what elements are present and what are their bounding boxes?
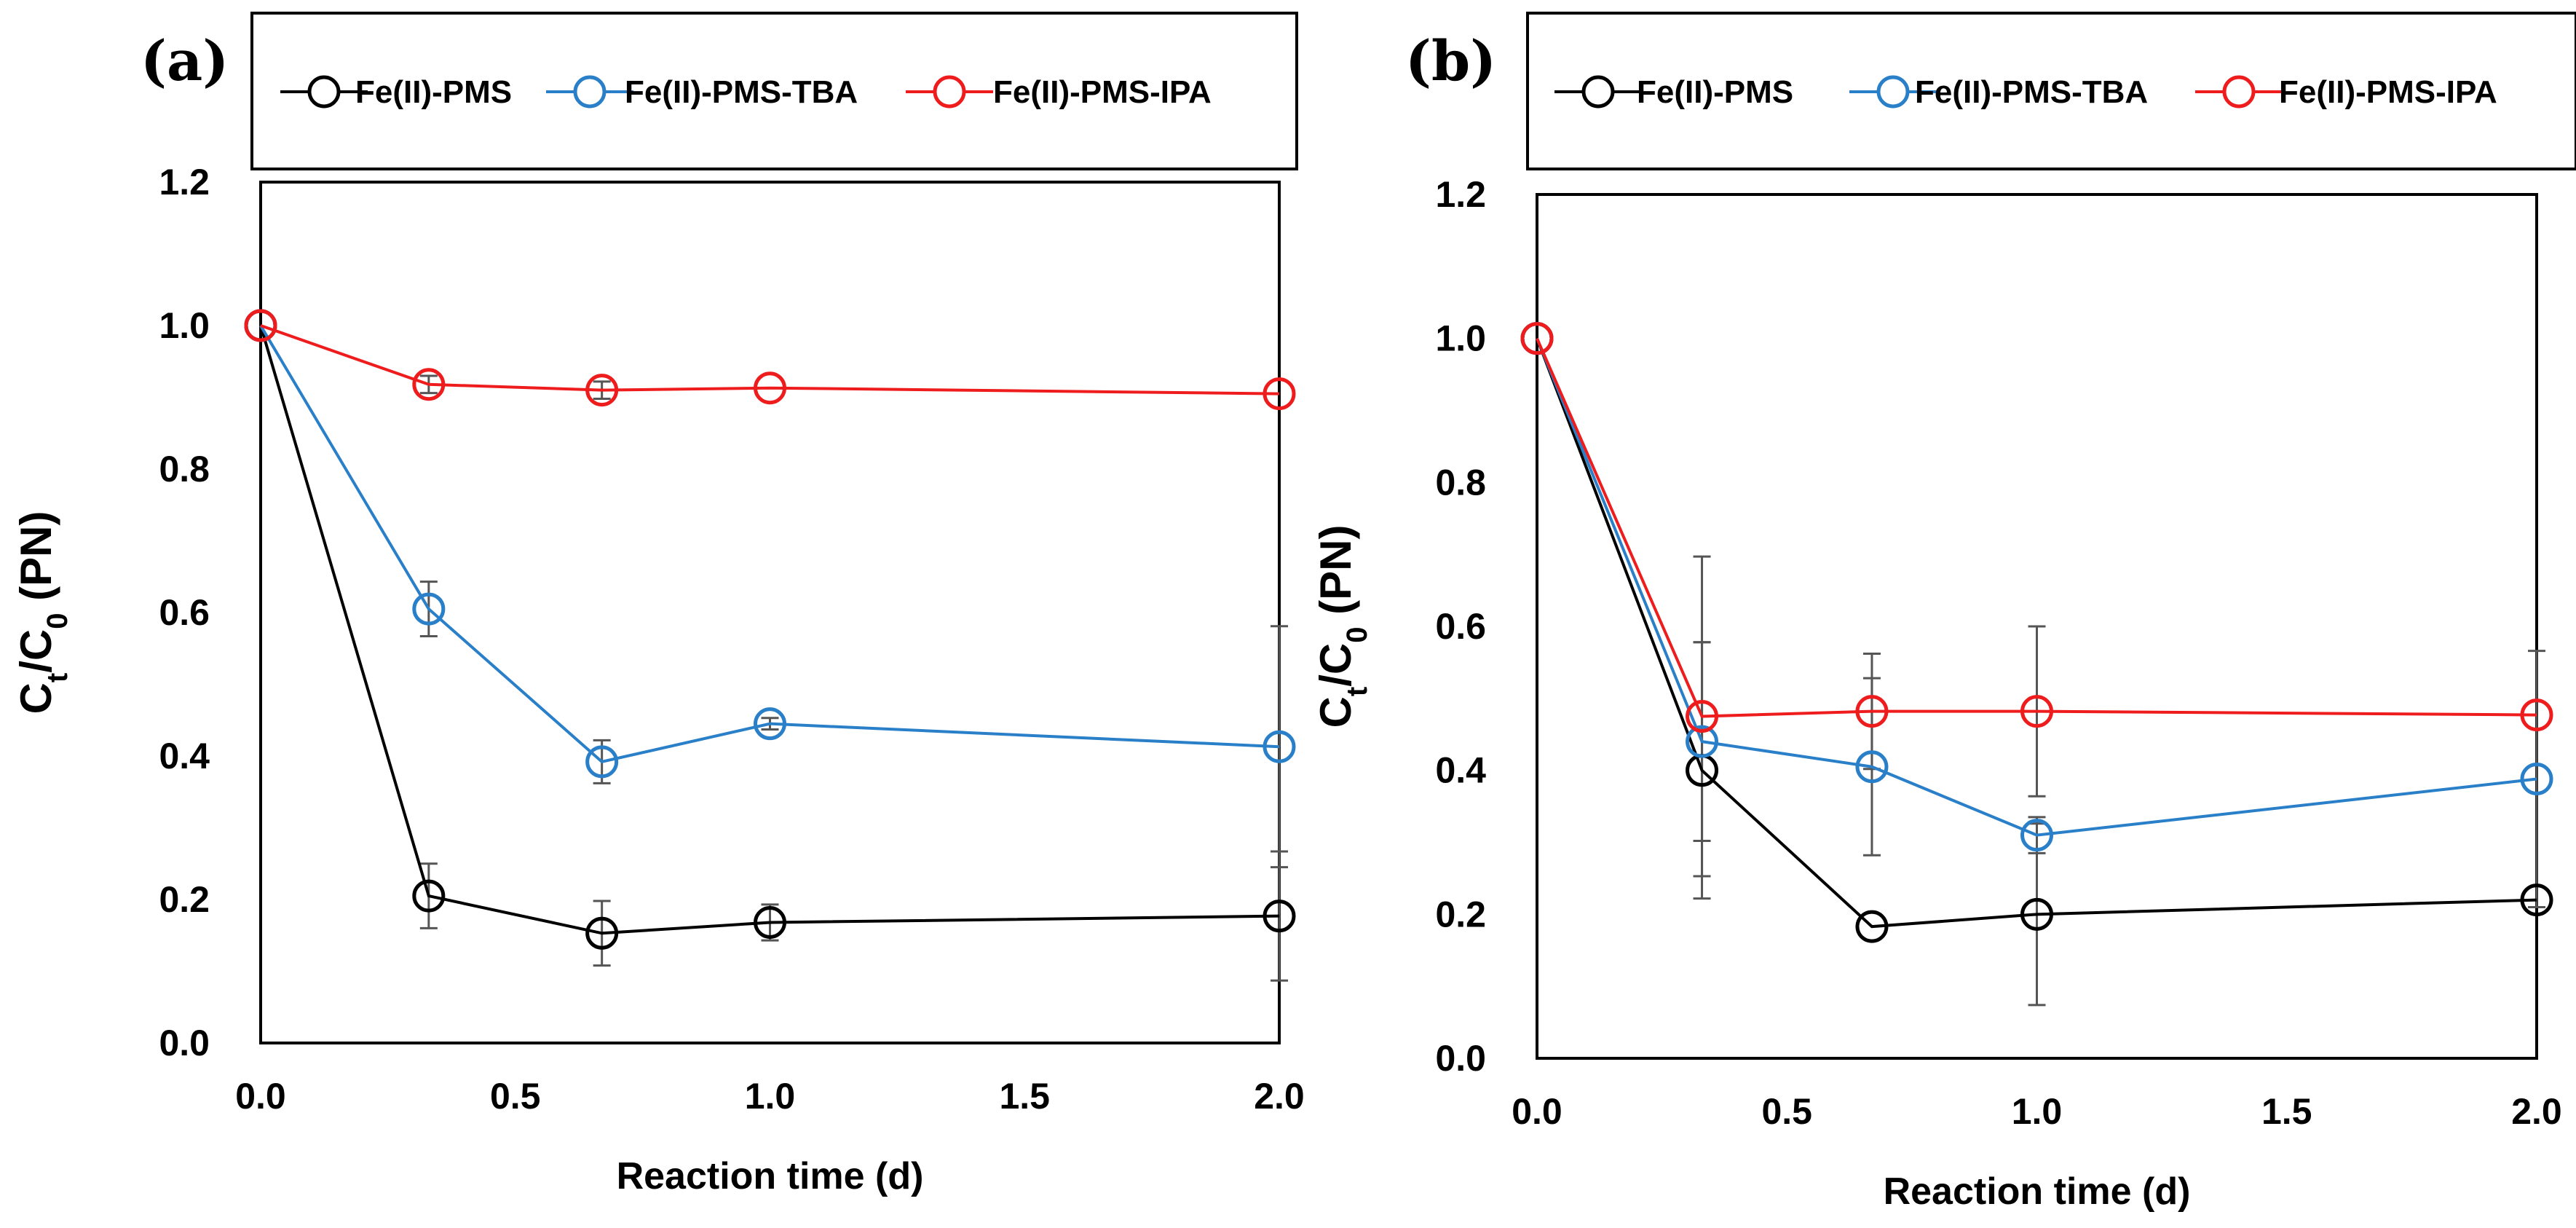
y-axis-label-subscript: t [1341,687,1373,696]
legend-marker [1581,75,1615,109]
y-tick-label: 1.2 [159,162,210,202]
y-tick-label: 0.4 [1435,750,1486,791]
series-line [260,324,1280,395]
x-axis-label: Reaction time (d) [617,1155,924,1197]
data-point [1855,750,1889,784]
legend-marker [933,75,966,109]
y-axis-label-part: (PN) [1311,525,1360,627]
y-tick-label: 0.4 [159,736,210,776]
plot-area [1536,193,2538,1060]
series-line [1536,337,2537,718]
legend-entry: Fe(II)-PMS-TBA [625,74,858,110]
data-point [2520,698,2553,732]
legend-entry: Fe(II)-PMS [355,74,512,110]
y-tick-label: 1.0 [159,305,210,346]
data-point [1686,725,1719,758]
data-point [754,371,786,405]
y-tick-label: 0.8 [1435,462,1486,503]
data-point [1520,322,1554,355]
y-axis-label-subscript: 0 [1341,627,1373,643]
y-tick-label: 0.8 [159,449,210,489]
panel-label: (a) [141,28,229,93]
y-axis-label-part: /C [12,629,60,673]
data-point [754,707,786,741]
series-line [259,324,1280,764]
y-tick-label: 0.0 [1435,1038,1486,1079]
data-point [1855,695,1889,728]
legend-marker [307,75,341,109]
x-tick-label: 0.5 [490,1076,541,1117]
y-axis-label-part: C [1311,696,1360,728]
data-point [585,745,619,779]
y-tick-label: 0.2 [159,879,210,920]
y-tick-label: 1.0 [1435,318,1486,359]
legend-entry: Fe(II)-PMS-TBA [1915,74,2148,110]
data-point [2520,763,2553,796]
legend-marker [573,75,607,109]
data-point [585,916,619,950]
legend-entry: Fe(II)-PMS-IPA [2279,74,2497,110]
y-axis-label: Ct/C0 (PN) [12,511,74,715]
panel-label: (b) [1405,28,1496,93]
y-tick-label: 0.2 [1435,894,1486,934]
legend-marker [2222,75,2256,109]
x-tick-label: 0.0 [1512,1091,1562,1132]
data-point [1263,730,1296,763]
chart-panel: (b) Fe(II)-PMS Fe(II)-PMS-TBA Fe(II)-PMS-IP… [1311,12,2576,1213]
x-tick-label: 0.0 [235,1076,286,1117]
data-point [1855,910,1889,943]
y-tick-label: 1.2 [1435,174,1486,215]
data-point [585,374,619,407]
y-axis-label: Ct/C0 (PN) [1311,525,1373,728]
legend-entry: Fe(II)-PMS-IPA [993,74,1212,110]
data-point [1263,377,1296,411]
y-axis-label-subscript: 0 [42,613,74,629]
x-tick-label: 1.5 [999,1076,1050,1117]
x-tick-label: 0.5 [1761,1091,1812,1132]
y-tick-label: 0.0 [159,1023,210,1063]
legend-entry: Fe(II)-PMS [1637,74,1793,110]
y-tick-label: 0.6 [1435,606,1486,647]
data-point [412,592,446,626]
y-axis-label-subscript: t [42,673,74,682]
data-point [2020,819,2053,852]
x-axis-label: Reaction time (d) [1884,1170,2191,1213]
data-point [2020,897,2053,931]
data-point [244,309,277,342]
x-tick-label: 2.0 [1254,1076,1305,1117]
data-point [412,879,446,913]
series-line [1536,337,2537,837]
y-axis-label-part: C [12,682,60,714]
data-point [1686,700,1719,733]
x-tick-label: 1.5 [2261,1091,2312,1132]
plot-area [259,181,1281,1044]
y-axis-label-part: /C [1311,643,1360,687]
x-tick-label: 1.0 [745,1076,796,1117]
x-tick-label: 1.0 [2012,1091,2063,1132]
legend-marker [1876,75,1910,109]
data-point [412,368,446,401]
data-point [2520,883,2553,917]
y-tick-label: 0.6 [159,592,210,633]
data-point [2020,695,2053,728]
y-axis-label-part: (PN) [12,511,60,613]
series-line [259,325,1280,935]
data-point [1263,900,1296,933]
x-tick-label: 2.0 [2511,1091,2562,1132]
legend-frame [250,12,1298,170]
data-point [754,906,786,940]
chart-panel: (a) Fe(II)-PMS Fe(II)-PMS-TBA Fe(II)-PMS-IP… [12,12,1305,1197]
legend-frame [1526,12,2576,170]
series-line [1536,337,2537,929]
